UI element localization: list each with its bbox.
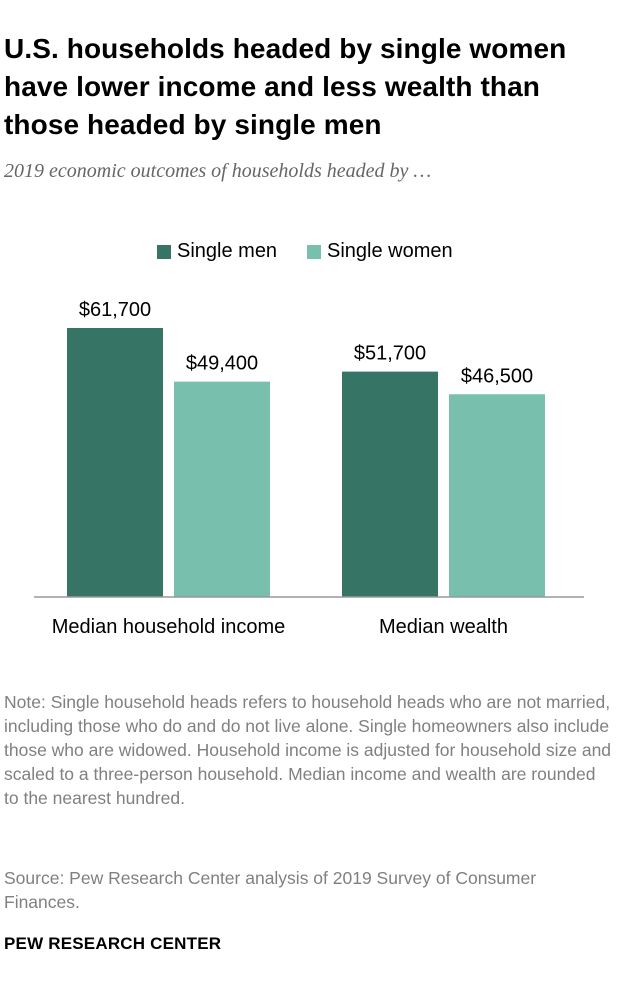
chart-note: Note: Single household heads refers to h… [4,692,612,808]
legend-item-single-women: Single women [307,240,453,263]
data-label-single-men-income: $61,700 [79,299,151,321]
legend-item-single-men: Single men [157,240,277,263]
legend-swatch-single-men [157,244,171,259]
bar-single-men-wealth [342,371,438,597]
legend-label-single-women: Single women [327,240,453,262]
chart-source: Source: Pew Research Center analysis of … [4,868,537,912]
bar-chart: $61,700 $49,400 Median household income $51… [34,299,584,638]
organization-logo-text: PEW RESEARCH CENTER [4,934,222,953]
data-label-single-women-wealth: $46,500 [461,365,533,387]
legend-label-single-men: Single men [177,240,278,262]
chart-subtitle: 2019 economic outcomes of households hea… [4,160,432,182]
bar-single-women-wealth [449,394,545,597]
data-label-single-men-wealth: $51,700 [354,343,426,365]
legend: Single men Single women [0,236,620,266]
chart-title: U.S. households headed by single women h… [4,33,567,140]
data-label-single-women-income: $49,400 [186,353,258,375]
bar-single-men-income [67,328,163,597]
category-label-income: Median household income [52,616,286,638]
bar-single-women-income [174,381,270,597]
category-label-wealth: Median wealth [379,616,508,638]
legend-swatch-single-women [307,244,321,259]
